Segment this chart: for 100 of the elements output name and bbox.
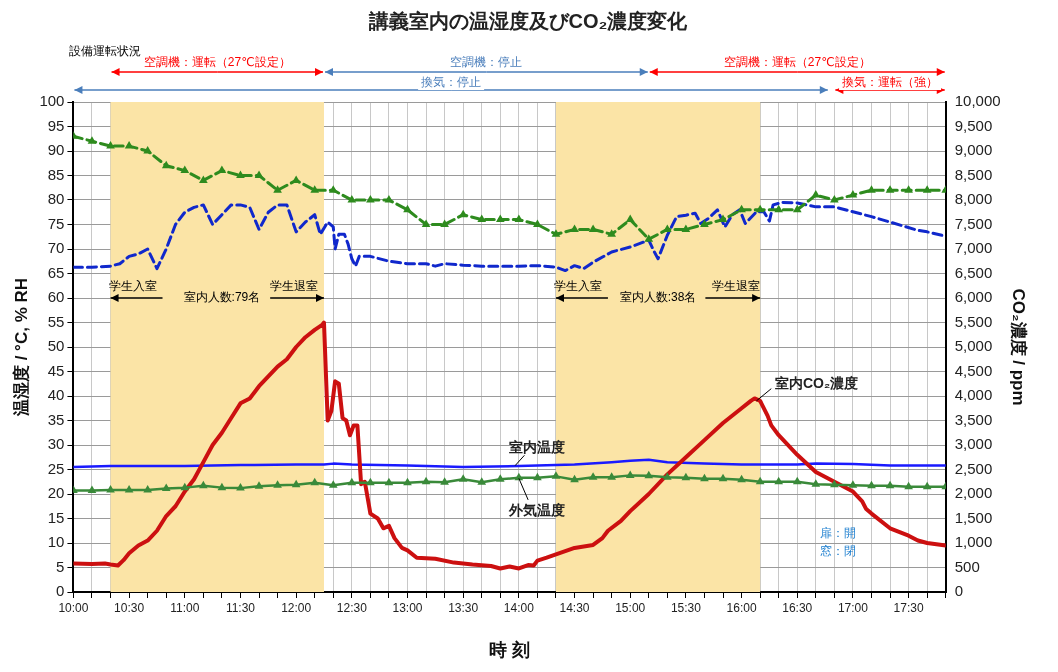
- point: [347, 477, 357, 486]
- text: 設備運転状況: [69, 44, 142, 59]
- point: [124, 485, 134, 493]
- annotation: 学生入室: [554, 279, 603, 294]
- y2-tick-label: 5,500: [954, 312, 993, 330]
- y2-tick-label: 6,500: [954, 263, 993, 281]
- point: [885, 185, 895, 193]
- y-tick-label: 15: [47, 508, 65, 526]
- point: [718, 473, 728, 482]
- y2-tick-label: 6,000: [954, 288, 993, 306]
- point: [514, 214, 524, 223]
- point: [774, 204, 784, 213]
- x-tick-label: 14:30: [559, 600, 590, 615]
- y-tick-label: 55: [47, 312, 65, 330]
- point: [477, 477, 487, 485]
- text: 空調機：運転（27℃設定）: [723, 55, 871, 70]
- x-tick-label: 15:00: [615, 600, 646, 615]
- point: [87, 485, 97, 494]
- point: [848, 190, 858, 198]
- x-tick-label: 10:30: [114, 600, 145, 615]
- point: [700, 473, 709, 482]
- y2-tick-label: 3,500: [954, 410, 993, 428]
- y2-tick-label: 0: [954, 582, 964, 600]
- annotation: 学生入室: [108, 279, 157, 294]
- series-label: 室内CO₂濃度: [774, 374, 859, 391]
- point: [273, 185, 282, 193]
- y2-tick-label: 1,000: [954, 533, 993, 551]
- text: 空調機：運転（27℃設定）: [143, 55, 291, 70]
- point: [737, 204, 746, 213]
- chart-title: 講義室内の温湿度及びCO₂濃度変化: [367, 9, 689, 32]
- y-tick-label: 10: [47, 533, 65, 551]
- x-tick-label: 10:00: [58, 600, 89, 615]
- x-tick-label: 14:00: [503, 600, 535, 615]
- y2-tick-label: 7,000: [954, 239, 993, 257]
- point: [180, 482, 190, 491]
- point: [87, 136, 97, 144]
- x-tick-label: 16:30: [782, 600, 813, 615]
- point: [551, 471, 561, 479]
- point: [403, 477, 412, 486]
- point: [774, 476, 784, 485]
- point: [403, 204, 412, 213]
- point: [217, 165, 227, 174]
- x-tick-label: 17:00: [837, 600, 869, 615]
- y-tick-label: 35: [47, 410, 65, 428]
- point: [625, 470, 635, 478]
- point: [570, 474, 579, 483]
- point: [885, 480, 895, 489]
- x-tick-label: 16:00: [726, 600, 757, 615]
- point: [681, 224, 691, 232]
- y-tick-label: 100: [39, 92, 65, 110]
- point: [588, 472, 598, 480]
- point: [922, 481, 932, 490]
- point: [867, 480, 876, 489]
- y-tick-label: 70: [47, 239, 65, 257]
- point: [310, 477, 320, 486]
- y2-tick-label: 4,000: [954, 386, 993, 404]
- series-label: 室内温度: [509, 439, 566, 456]
- y2-tick-label: 7,500: [954, 214, 993, 232]
- y-tick-label: 90: [47, 141, 65, 159]
- text: 換気：停止: [421, 75, 482, 90]
- point: [811, 479, 821, 487]
- point: [328, 480, 338, 488]
- point: [811, 190, 821, 198]
- point: [607, 472, 616, 480]
- point: [291, 479, 301, 488]
- point: [904, 185, 913, 193]
- y2-tick-label: 8,000: [954, 190, 993, 208]
- x-tick-label: 11:30: [225, 600, 256, 615]
- annotation: 扉：開: [820, 526, 857, 541]
- point: [199, 480, 208, 489]
- point: [495, 474, 505, 482]
- point: [588, 224, 598, 232]
- y2-tick-label: 10,000: [954, 92, 1001, 110]
- point: [440, 477, 449, 485]
- point: [180, 165, 190, 174]
- x-tick-label: 13:00: [392, 600, 423, 615]
- point: [681, 472, 691, 481]
- x-axis-title: 時 刻: [489, 640, 531, 661]
- text: 空調機：停止: [450, 55, 523, 70]
- point: [384, 477, 394, 486]
- point: [310, 185, 320, 193]
- point: [384, 195, 394, 203]
- point: [792, 476, 802, 485]
- y2-tick-label: 2,000: [954, 484, 993, 502]
- y-tick-label: 85: [47, 165, 65, 183]
- point: [922, 185, 932, 193]
- point: [755, 204, 765, 213]
- point: [106, 141, 115, 149]
- y-tick-label: 95: [47, 116, 65, 134]
- point: [347, 195, 357, 203]
- y2-tick-label: 5,000: [954, 337, 993, 355]
- x-tick-label: 15:30: [670, 600, 702, 615]
- point: [254, 481, 264, 489]
- point: [254, 170, 264, 178]
- point: [644, 234, 654, 242]
- point: [477, 214, 487, 223]
- x-tick-label: 11:00: [170, 600, 200, 615]
- point: [867, 185, 876, 193]
- y2-tick-label: 2,500: [954, 459, 993, 477]
- annotation: 学生退室: [270, 279, 319, 294]
